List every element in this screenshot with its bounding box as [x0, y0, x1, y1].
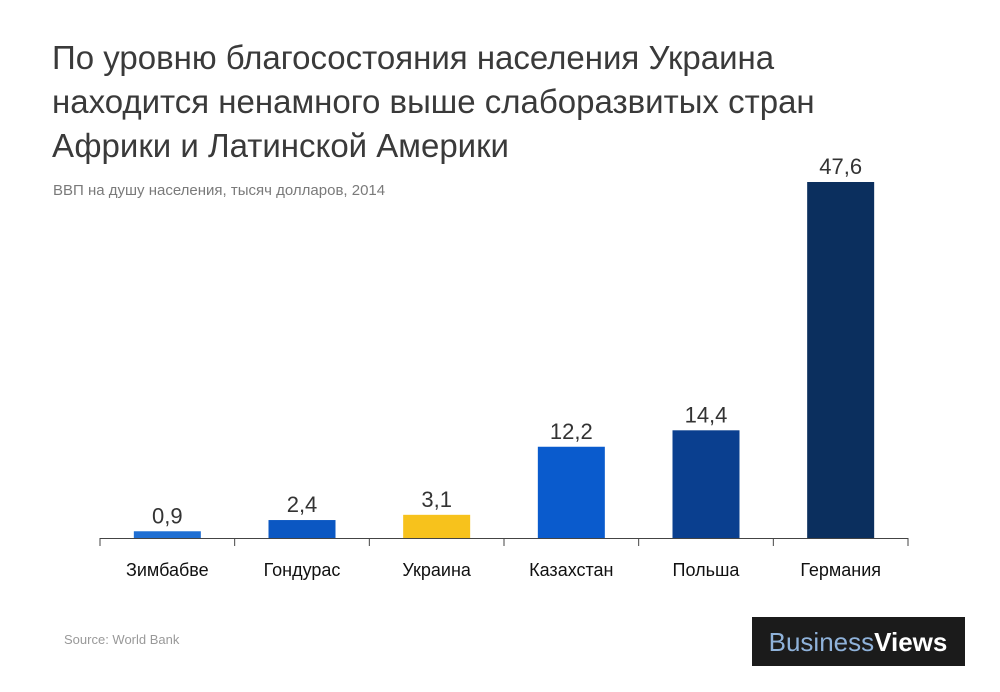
x-tick-label: Зимбабве	[126, 560, 209, 580]
bar	[672, 430, 740, 538]
brand: BusinessViews	[769, 627, 948, 657]
x-tick-label: Польша	[673, 560, 741, 580]
x-tick-label: Украина	[402, 560, 472, 580]
value-label: 0,9	[152, 503, 183, 528]
x-tick-label: Казахстан	[529, 560, 613, 580]
bar	[537, 446, 605, 538]
brand-part: Business	[769, 627, 875, 657]
value-label: 2,4	[287, 492, 318, 517]
title: По уровню благосостояния населения Украи…	[52, 39, 815, 164]
bar	[268, 520, 336, 538]
value-label: 12,2	[550, 419, 593, 444]
title-line: находится ненамного выше слаборазвитых с…	[52, 83, 815, 120]
brand-box	[752, 617, 965, 666]
source: Source: World Bank	[64, 632, 180, 647]
value-label: 3,1	[421, 487, 452, 512]
title-line: По уровню благосостояния населения Украи…	[52, 39, 775, 76]
bar	[403, 514, 471, 538]
x-tick-label: Германия	[800, 560, 881, 580]
title-line: Африки и Латинской Америки	[52, 127, 509, 164]
brand-part: Views	[874, 627, 947, 657]
bar	[133, 531, 201, 538]
subtitle: ВВП на душу населения, тысяч долларов, 2…	[53, 182, 385, 199]
value-label: 47,6	[819, 154, 862, 179]
value-label: 14,4	[685, 402, 728, 427]
bar	[807, 182, 875, 538]
x-tick-label: Гондурас	[264, 560, 341, 580]
